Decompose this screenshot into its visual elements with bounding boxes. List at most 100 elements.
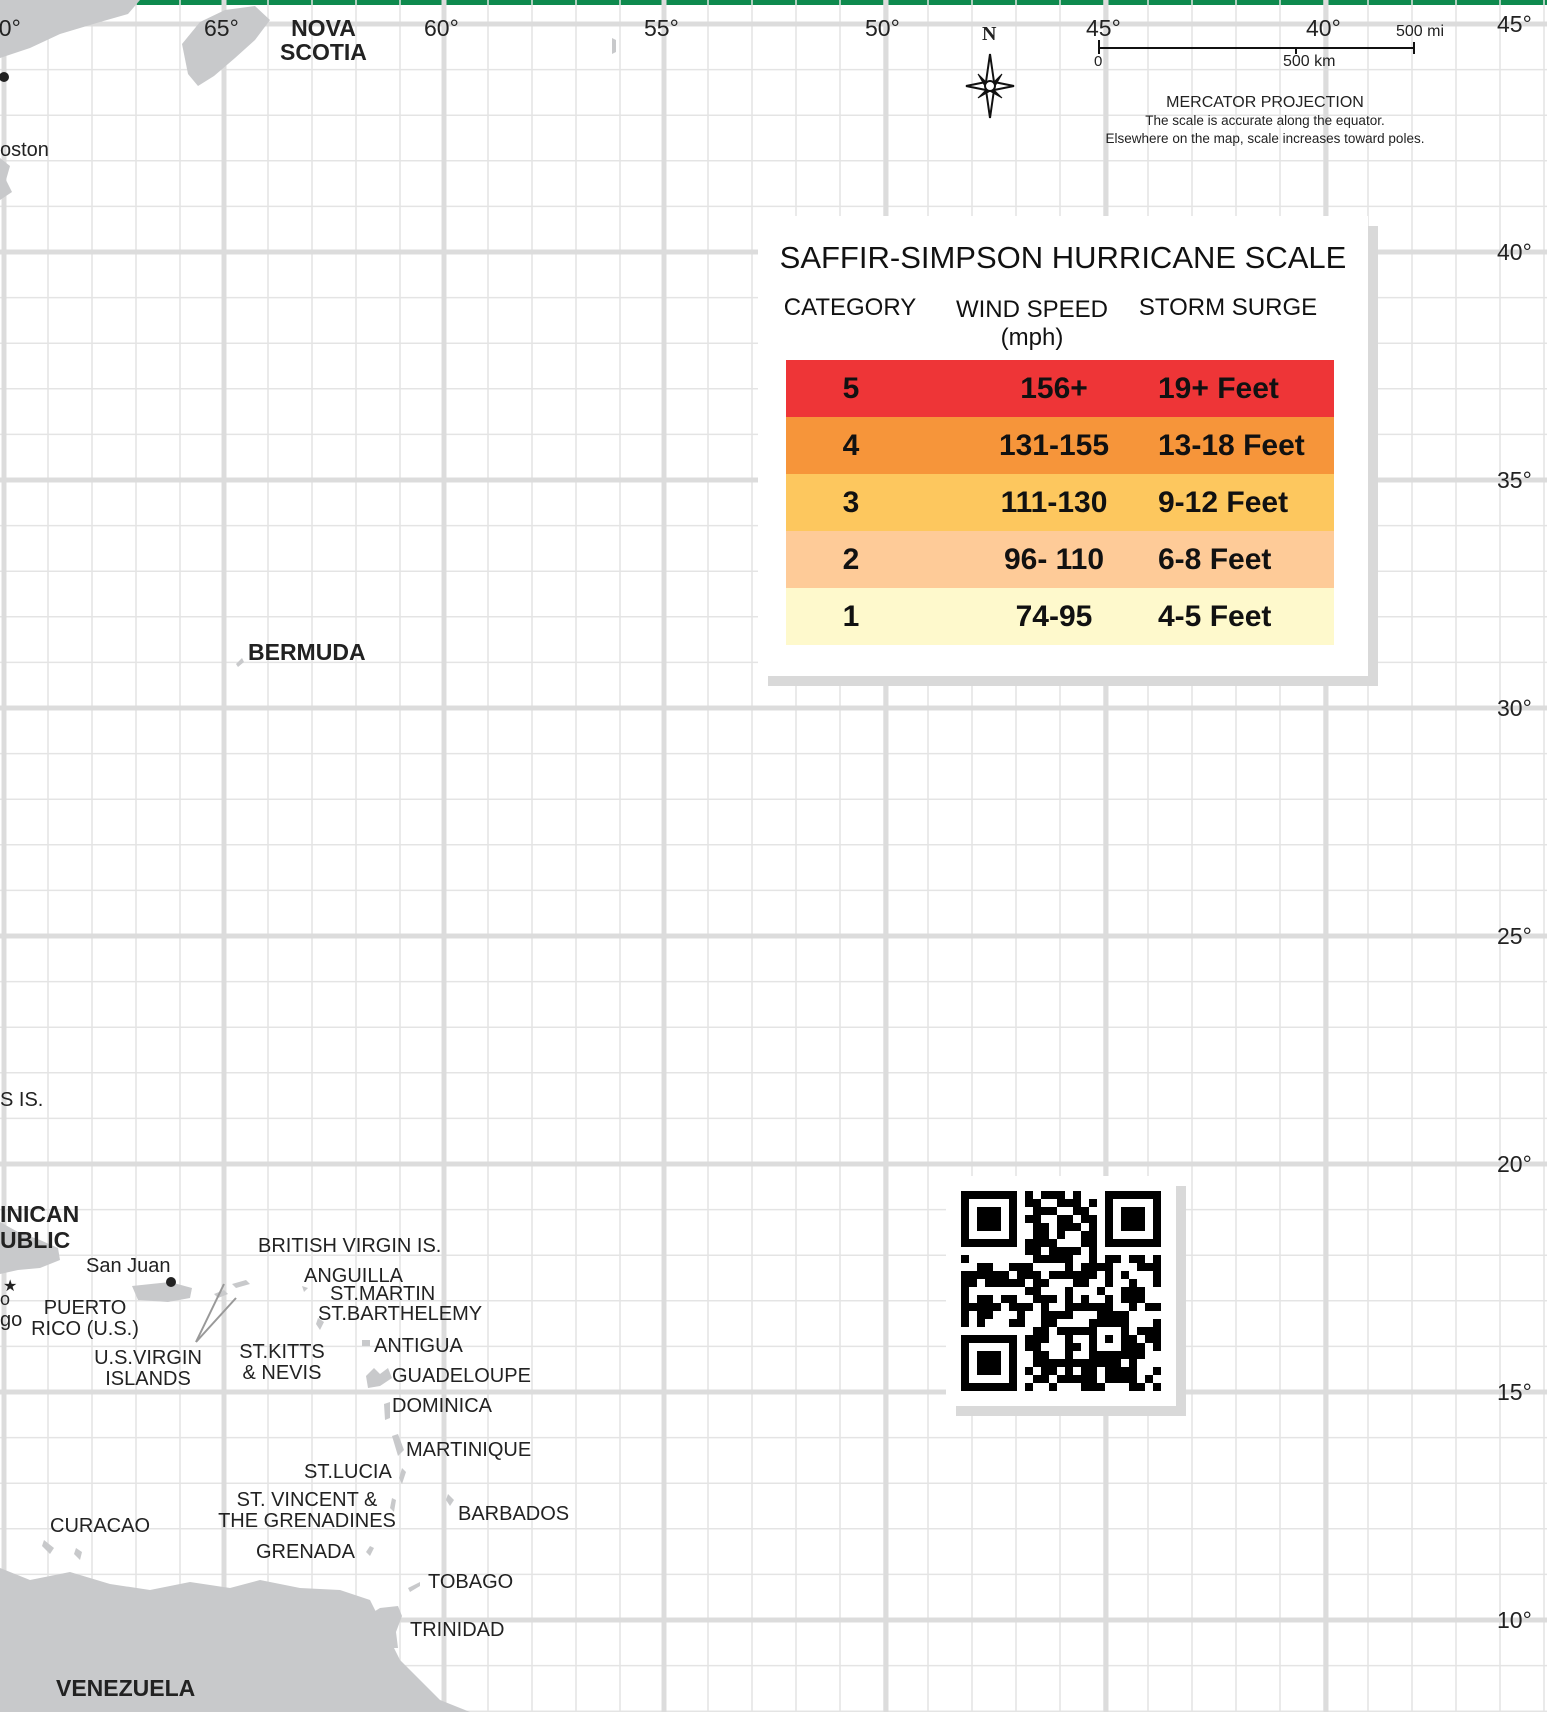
qr-module bbox=[1129, 1295, 1137, 1303]
qr-module bbox=[1089, 1255, 1097, 1263]
qr-module bbox=[977, 1207, 1001, 1231]
qr-module bbox=[1089, 1247, 1097, 1255]
qr-module bbox=[1089, 1223, 1097, 1231]
qr-module bbox=[1073, 1327, 1081, 1335]
qr-module bbox=[1129, 1351, 1137, 1359]
qr-code-icon bbox=[961, 1191, 1161, 1391]
qr-module bbox=[1041, 1375, 1049, 1383]
qr-module bbox=[1073, 1375, 1081, 1383]
qr-module bbox=[1017, 1319, 1025, 1327]
cape-breton-land bbox=[182, 6, 270, 86]
qr-module bbox=[1153, 1383, 1161, 1391]
lat-label-15: 15° bbox=[1497, 1379, 1532, 1405]
qr-module bbox=[1153, 1279, 1161, 1287]
qr-module bbox=[1033, 1359, 1041, 1367]
qr-module bbox=[1129, 1287, 1137, 1295]
qr-module bbox=[1081, 1231, 1089, 1239]
lat-label-30: 30° bbox=[1497, 695, 1532, 721]
qr-module bbox=[1025, 1367, 1033, 1375]
aruba-land bbox=[74, 1548, 82, 1560]
qr-module bbox=[1153, 1327, 1161, 1335]
qr-module bbox=[1033, 1239, 1041, 1247]
usvi-leader-line bbox=[195, 1283, 225, 1343]
qr-module bbox=[1025, 1263, 1033, 1271]
qr-module bbox=[1065, 1263, 1073, 1271]
place-label-tobago: TOBAGO bbox=[428, 1571, 514, 1593]
qr-module bbox=[1081, 1367, 1089, 1375]
san-juan-city-dot bbox=[166, 1277, 176, 1287]
place-label-guadeloupe: GUADELOUPE bbox=[392, 1365, 531, 1387]
projection-note-1: The scale is accurate along the equator. bbox=[1145, 113, 1385, 129]
projection-title: MERCATOR PROJECTION bbox=[1166, 94, 1364, 111]
qr-module bbox=[1129, 1279, 1137, 1287]
qr-module bbox=[1065, 1303, 1073, 1311]
qr-module bbox=[1049, 1367, 1057, 1375]
qr-module bbox=[1057, 1199, 1065, 1207]
qr-module bbox=[1097, 1287, 1105, 1295]
qr-module bbox=[1097, 1303, 1105, 1311]
qr-module bbox=[1073, 1247, 1081, 1255]
qr-module bbox=[1025, 1271, 1033, 1279]
legend-row-cat-2: 2 96- 110 6-8 Feet bbox=[786, 531, 1334, 588]
qr-module bbox=[1049, 1207, 1057, 1215]
qr-module bbox=[1073, 1191, 1081, 1199]
qr-module bbox=[1129, 1255, 1137, 1263]
qr-module bbox=[1041, 1223, 1049, 1231]
qr-module bbox=[1041, 1191, 1049, 1199]
qr-module bbox=[1121, 1207, 1145, 1231]
qr-module bbox=[1081, 1359, 1089, 1367]
qr-module bbox=[969, 1303, 977, 1311]
qr-code[interactable] bbox=[946, 1176, 1176, 1406]
st-lucia-land bbox=[399, 1468, 406, 1484]
scale-km-label: 500 km bbox=[1283, 53, 1336, 70]
qr-module bbox=[1001, 1295, 1009, 1303]
qr-module bbox=[985, 1295, 993, 1303]
place-label-trinidad: TRINIDAD bbox=[410, 1619, 505, 1641]
qr-module bbox=[1105, 1335, 1113, 1343]
place-label-st-lucia: ST.LUCIA bbox=[304, 1461, 392, 1483]
qr-module bbox=[1105, 1271, 1113, 1279]
puerto-rico-land bbox=[132, 1282, 192, 1302]
grenada-land bbox=[366, 1546, 374, 1556]
qr-module bbox=[1081, 1375, 1089, 1383]
qr-module bbox=[985, 1271, 993, 1279]
qr-module bbox=[1105, 1303, 1113, 1311]
qr-module bbox=[1081, 1279, 1089, 1287]
qr-module bbox=[1025, 1239, 1033, 1247]
qr-module bbox=[1017, 1311, 1025, 1319]
qr-module bbox=[1065, 1255, 1073, 1263]
place-label-curacao: CURACAO bbox=[50, 1515, 151, 1537]
qr-module bbox=[961, 1271, 969, 1279]
qr-module bbox=[1033, 1247, 1041, 1255]
qr-module bbox=[1041, 1335, 1049, 1343]
qr-module bbox=[993, 1271, 1001, 1279]
qr-module bbox=[985, 1311, 993, 1319]
qr-module bbox=[1065, 1215, 1073, 1223]
qr-module bbox=[1057, 1215, 1065, 1223]
qr-module bbox=[1065, 1367, 1073, 1375]
legend-row-cat-3: 3 111-130 9-12 Feet bbox=[786, 474, 1334, 531]
qr-module bbox=[1033, 1295, 1041, 1303]
qr-module bbox=[1073, 1199, 1081, 1207]
qr-module bbox=[961, 1311, 969, 1319]
qr-module bbox=[1113, 1359, 1121, 1367]
qr-module bbox=[1025, 1335, 1033, 1343]
qr-module bbox=[1065, 1327, 1073, 1335]
margarita-land bbox=[250, 1590, 272, 1600]
place-label-dominica: DOMINICA bbox=[392, 1395, 492, 1417]
qr-module bbox=[1057, 1223, 1065, 1231]
legend-category: 5 bbox=[842, 372, 860, 405]
qr-module bbox=[1041, 1367, 1049, 1375]
qr-module bbox=[1065, 1271, 1073, 1279]
legend-category: 4 bbox=[842, 429, 860, 462]
qr-module bbox=[1041, 1279, 1049, 1287]
qr-module bbox=[1033, 1199, 1041, 1207]
place-label-puerto-rico: PUERTO RICO (U.S.) bbox=[31, 1297, 139, 1340]
qr-module bbox=[1049, 1295, 1057, 1303]
qr-module bbox=[1049, 1359, 1057, 1367]
qr-module bbox=[1137, 1327, 1145, 1335]
qr-module bbox=[1153, 1255, 1161, 1263]
qr-module bbox=[1065, 1287, 1073, 1295]
qr-module bbox=[1057, 1311, 1065, 1319]
guadeloupe-land bbox=[366, 1368, 392, 1388]
